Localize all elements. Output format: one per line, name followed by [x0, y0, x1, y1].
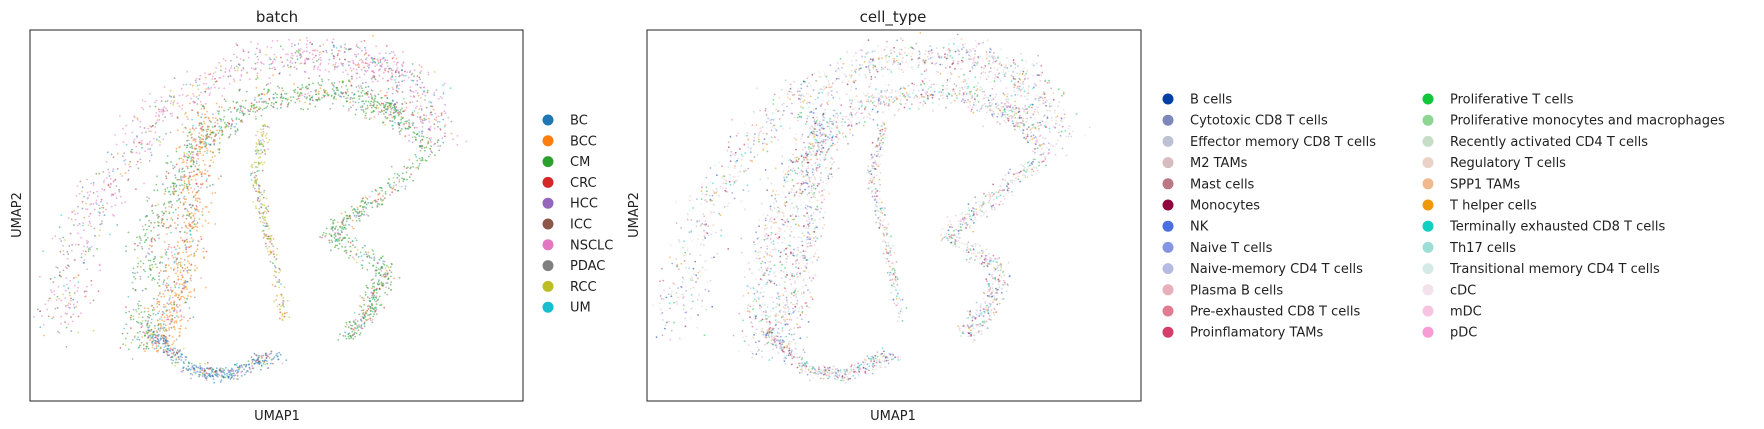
legend-label-0-2: CM — [570, 155, 590, 170]
legend-label-0-4: HCC — [570, 197, 598, 212]
legend-marker-1-19 — [1422, 241, 1434, 253]
legend-marker-1-0 — [1162, 93, 1174, 105]
legend-marker-1-6 — [1162, 220, 1174, 232]
legend-marker-1-1 — [1162, 114, 1174, 126]
legend-marker-1-17 — [1422, 199, 1434, 211]
batch-xlabel: UMAP1 — [254, 409, 300, 424]
legend-marker-1-11 — [1162, 326, 1174, 338]
legend-marker-1-14 — [1422, 135, 1434, 147]
legend-marker-1-23 — [1422, 326, 1434, 338]
legend-marker-1-8 — [1162, 263, 1174, 275]
legend-marker-0-0 — [542, 114, 554, 126]
legend-label-1-22: mDC — [1450, 305, 1482, 320]
legend-label-1-6: NK — [1190, 220, 1209, 235]
legend-label-1-2: Effector memory CD8 T cells — [1190, 135, 1376, 150]
legend-label-0-5: ICC — [570, 218, 592, 233]
legend-label-1-13: Proliferative monocytes and macrophages — [1450, 114, 1725, 129]
legend-label-1-7: Naive T cells — [1190, 241, 1273, 256]
legend-label-1-15: Regulatory T cells — [1450, 156, 1566, 171]
cell-type-plot-frame — [646, 29, 1142, 402]
legend-marker-0-2 — [542, 156, 554, 168]
batch-ylabel: UMAP2 — [10, 192, 25, 238]
legend-label-1-18: Terminally exhausted CD8 T cells — [1449, 220, 1665, 235]
legend-label-1-23: pDC — [1450, 326, 1477, 341]
legend-label-0-0: BC — [570, 114, 588, 129]
legend-marker-1-2 — [1162, 135, 1174, 147]
legend-marker-1-5 — [1162, 199, 1174, 211]
legend-marker-0-6 — [542, 239, 554, 251]
legend-marker-1-10 — [1162, 305, 1174, 317]
legend-label-1-10: Pre-exhausted CD8 T cells — [1190, 305, 1360, 320]
legend-marker-1-3 — [1162, 157, 1174, 169]
legend-marker-1-7 — [1162, 241, 1174, 253]
legend-label-1-14: Recently activated CD4 T cells — [1450, 135, 1648, 150]
legend-label-0-6: NSCLC — [570, 238, 613, 253]
legend-label-1-21: cDC — [1450, 283, 1476, 298]
legend-marker-1-12 — [1422, 93, 1434, 105]
legend-marker-0-1 — [542, 135, 554, 147]
legend-label-0-7: PDAC — [570, 259, 605, 274]
legend-label-1-4: Mast cells — [1190, 177, 1255, 192]
legend-marker-1-16 — [1422, 178, 1434, 190]
legend-label-1-11: Proinflamatory TAMs — [1190, 326, 1324, 341]
legend-label-1-16: SPP1 TAMs — [1450, 177, 1520, 192]
legend-marker-0-9 — [542, 301, 554, 313]
cell-type-ylabel: UMAP2 — [627, 192, 642, 238]
legend-label-0-9: UM — [570, 301, 591, 316]
legend-marker-1-18 — [1422, 220, 1434, 232]
legend-marker-1-21 — [1422, 284, 1434, 296]
cell-type-panel: cell_type UMAP1 UMAP2 B cells Cytotoxic C… — [627, 8, 1725, 424]
batch-title: batch — [256, 8, 298, 26]
legend-marker-1-20 — [1422, 263, 1434, 275]
legend-marker-1-9 — [1162, 284, 1174, 296]
legend-label-1-17: T helper cells — [1449, 199, 1537, 214]
legend-label-1-0: B cells — [1190, 93, 1232, 108]
legend-label-0-1: BCC — [570, 134, 597, 149]
batch-panel: batch UMAP1 UMAP2 BC BCC CM CRC HCC ICC NSCLC P… — [10, 8, 613, 424]
cell-type-xlabel: UMAP1 — [870, 409, 916, 424]
legend-marker-1-13 — [1422, 114, 1434, 126]
legend-marker-0-7 — [542, 260, 554, 272]
legend-marker-1-22 — [1422, 305, 1434, 317]
cell-type-title: cell_type — [860, 8, 927, 27]
legend-label-1-3: M2 TAMs — [1190, 156, 1248, 171]
legend-label-1-12: Proliferative T cells — [1450, 93, 1574, 108]
batch-legend: BC BCC CM CRC HCC ICC NSCLC PDAC RCC UM — [542, 114, 613, 316]
legend-label-0-8: RCC — [570, 280, 597, 295]
legend-marker-0-3 — [542, 176, 554, 188]
legend-marker-1-4 — [1162, 178, 1174, 190]
legend-label-1-20: Transitional memory CD4 T cells — [1449, 262, 1660, 277]
legend-label-1-8: Naive-memory CD4 T cells — [1190, 262, 1363, 277]
legend-marker-0-4 — [542, 197, 554, 209]
legend-label-1-1: Cytotoxic CD8 T cells — [1190, 114, 1328, 129]
legend-label-0-3: CRC — [570, 176, 597, 191]
cell-type-legend: B cells Cytotoxic CD8 T cells Effector mem… — [1162, 93, 1725, 341]
legend-label-1-5: Monocytes — [1190, 199, 1260, 214]
legend-label-1-19: Th17 cells — [1449, 241, 1516, 256]
legend-marker-1-15 — [1422, 157, 1434, 169]
legend-marker-0-5 — [542, 218, 554, 230]
legend-marker-0-8 — [542, 280, 554, 292]
batch-plot-frame — [29, 29, 524, 402]
cell-type-scatter-points — [651, 31, 1091, 384]
legend-label-1-9: Plasma B cells — [1190, 283, 1283, 298]
batch-scatter-points — [33, 34, 468, 384]
